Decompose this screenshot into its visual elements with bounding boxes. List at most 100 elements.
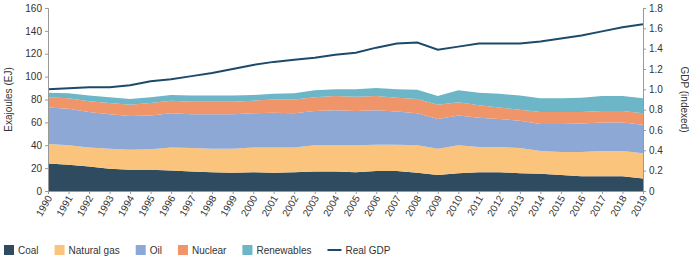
tick-label: 2003 bbox=[300, 193, 321, 218]
y2-axis: 00.20.40.60.81.01.21.41.61.8 bbox=[643, 3, 663, 197]
legend-swatch bbox=[55, 245, 65, 255]
tick-mark bbox=[45, 191, 48, 192]
tick-label: 2006 bbox=[362, 193, 383, 218]
tick-mark bbox=[45, 122, 48, 123]
tick-mark bbox=[643, 28, 646, 29]
tick-label: 2010 bbox=[444, 193, 465, 218]
tick-mark bbox=[643, 191, 646, 192]
tick-mark bbox=[192, 191, 193, 194]
tick-label: 2014 bbox=[526, 193, 547, 218]
tick: 1.4 bbox=[643, 43, 663, 54]
tick-label: 1999 bbox=[218, 193, 239, 218]
tick: 80 bbox=[31, 94, 48, 105]
tick-label: 2012 bbox=[485, 193, 506, 218]
tick: 0.6 bbox=[643, 125, 663, 136]
tick-mark bbox=[643, 49, 646, 50]
tick: 2013 bbox=[506, 191, 527, 218]
tick-mark bbox=[294, 191, 295, 194]
legend-swatch bbox=[4, 245, 14, 255]
legend-swatch bbox=[136, 245, 146, 255]
tick-label: 0.8 bbox=[649, 104, 663, 115]
tick: 2004 bbox=[321, 191, 342, 218]
tick: 1995 bbox=[136, 191, 157, 218]
tick: 20 bbox=[31, 163, 48, 174]
legend-swatch bbox=[178, 245, 188, 255]
tick: 2009 bbox=[423, 191, 444, 218]
tick-label: 1997 bbox=[177, 193, 198, 218]
tick-mark bbox=[130, 191, 131, 194]
tick: 40 bbox=[31, 140, 48, 151]
tick: 2019 bbox=[629, 191, 650, 218]
tick: 0 bbox=[643, 186, 655, 197]
x-axis: 1990199119921993199419951996199719981999… bbox=[34, 191, 650, 218]
tick: 1.2 bbox=[643, 64, 663, 75]
tick-mark bbox=[253, 191, 254, 194]
tick-mark bbox=[171, 191, 172, 194]
tick-mark bbox=[643, 150, 646, 151]
tick: 2005 bbox=[341, 191, 362, 218]
tick-label: 2008 bbox=[403, 193, 424, 218]
tick-label: 1998 bbox=[198, 193, 219, 218]
tick-label: 2015 bbox=[547, 193, 568, 218]
tick-mark bbox=[561, 191, 562, 194]
tick-label: 2018 bbox=[608, 193, 629, 218]
tick: 1992 bbox=[75, 191, 96, 218]
tick: 2002 bbox=[280, 191, 301, 218]
tick-mark bbox=[643, 110, 646, 111]
chart: 1990199119921993199419951996199719981999… bbox=[0, 0, 689, 257]
tick-label: 2002 bbox=[280, 193, 301, 218]
legend-item: Oil bbox=[136, 245, 162, 256]
tick: 2000 bbox=[239, 191, 260, 218]
tick-label: 1.6 bbox=[649, 23, 663, 34]
tick-mark bbox=[89, 191, 90, 194]
tick-mark bbox=[499, 191, 500, 194]
tick-label: 80 bbox=[31, 94, 43, 105]
tick-label: 0.2 bbox=[649, 165, 663, 176]
tick-mark bbox=[233, 191, 234, 194]
tick-mark bbox=[274, 191, 275, 194]
tick-mark bbox=[602, 191, 603, 194]
line bbox=[48, 24, 643, 89]
tick-label: 2016 bbox=[567, 193, 588, 218]
tick-mark bbox=[520, 191, 521, 194]
legend-label: Renewables bbox=[256, 245, 311, 256]
tick-mark bbox=[622, 191, 623, 194]
tick-label: 1.2 bbox=[649, 64, 663, 75]
tick: 1994 bbox=[116, 191, 137, 218]
tick-label: 2007 bbox=[382, 193, 403, 218]
tick-label: 1993 bbox=[95, 193, 116, 218]
tick-label: 0.4 bbox=[649, 145, 663, 156]
tick-mark bbox=[335, 191, 336, 194]
tick-label: 2019 bbox=[629, 193, 650, 218]
tick: 0.4 bbox=[643, 145, 663, 156]
tick-label: 1991 bbox=[54, 193, 75, 218]
tick-mark bbox=[397, 191, 398, 194]
tick: 140 bbox=[25, 26, 48, 37]
tick: 1.8 bbox=[643, 3, 663, 14]
tick-label: 0.6 bbox=[649, 125, 663, 136]
legend-item: Renewables bbox=[242, 245, 311, 256]
tick-mark bbox=[643, 171, 646, 172]
tick-label: 2005 bbox=[341, 193, 362, 218]
tick: 1.6 bbox=[643, 23, 663, 34]
tick: 1993 bbox=[95, 191, 116, 218]
tick: 1991 bbox=[54, 191, 75, 218]
tick-mark bbox=[69, 191, 70, 194]
tick-mark bbox=[45, 145, 48, 146]
marks bbox=[48, 24, 643, 191]
tick: 2018 bbox=[608, 191, 629, 218]
tick-mark bbox=[45, 31, 48, 32]
legend-item: Real GDP bbox=[327, 245, 390, 256]
axis-line bbox=[49, 192, 644, 195]
tick-label: 0 bbox=[649, 186, 655, 197]
axis-line bbox=[644, 9, 647, 192]
tick: 0.2 bbox=[643, 165, 663, 176]
tick: 160 bbox=[25, 3, 48, 14]
tick: 2001 bbox=[259, 191, 280, 218]
tick-mark bbox=[438, 191, 439, 194]
tick-mark bbox=[110, 191, 111, 194]
legend-swatch bbox=[242, 245, 252, 255]
tick: 0.8 bbox=[643, 104, 663, 115]
tick-mark bbox=[315, 191, 316, 194]
plot: 1990199119921993199419951996199719981999… bbox=[25, 3, 663, 219]
